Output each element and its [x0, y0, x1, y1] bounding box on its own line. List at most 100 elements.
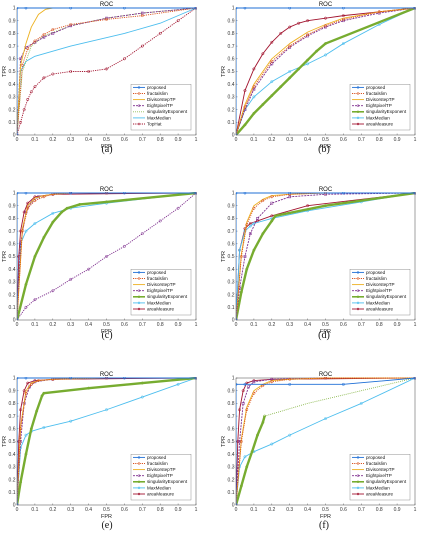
- data-point-singularityExponent: [239, 484, 243, 488]
- y-tick-label: 1: [232, 191, 235, 197]
- roc-panel-c: 0 0.1 0.2 0.3 0.4 0.5 0.6 0.7 0.8 0.9 1 0 0.1 0.2 0.3 0…: [2, 187, 198, 341]
- x-axis-label: FPR: [320, 329, 331, 335]
- x-tick-label: 1: [195, 507, 198, 513]
- y-tick-label: 1: [13, 6, 16, 12]
- data-point-proposed: [24, 377, 28, 380]
- data-point-MaxMedian: [288, 70, 292, 73]
- data-point-MaxMedian: [270, 80, 274, 84]
- chart-title: ROC: [100, 2, 114, 8]
- data-point-proposed: [69, 192, 73, 195]
- data-point-singularityExponent: [105, 200, 108, 204]
- legend-marker-EightpixelTP: [137, 474, 141, 477]
- panel-caption: (d): [318, 330, 330, 341]
- data-point-fractalslim: [20, 63, 24, 67]
- data-point-areaMeasure: [22, 210, 26, 214]
- data-point-TopHat: [105, 67, 108, 71]
- y-tick-label: 0.2: [9, 292, 16, 298]
- data-point-areaMeasure: [324, 16, 327, 20]
- x-tick-label: 0.6: [121, 137, 128, 143]
- data-point-proposed: [236, 318, 238, 320]
- data-point-MaxMedian: [288, 433, 292, 437]
- legend-marker-areaMeasure: [356, 122, 360, 126]
- legend-entry: fractalslim: [147, 276, 168, 281]
- data-point-fractalslim: [69, 23, 73, 26]
- data-point-singularityExponent: [60, 210, 64, 214]
- data-point-EightpixelTP: [248, 232, 252, 235]
- data-point-proposed: [122, 377, 126, 380]
- legend-entry: singularityExponent: [366, 109, 407, 114]
- series-group: [17, 192, 197, 320]
- x-tick-label: 0.1: [250, 322, 257, 328]
- data-point-extra: [105, 255, 108, 258]
- y-tick-label: 0.8: [9, 216, 16, 222]
- data-point-fractalslim: [306, 33, 310, 37]
- data-point-singularityExponent: [288, 76, 292, 80]
- legend-entry: fractalslim: [147, 91, 168, 96]
- data-point-singularityExponent: [239, 290, 243, 294]
- legend-marker-proposed: [137, 86, 141, 89]
- legend-marker-proposed: [356, 86, 360, 89]
- legend-entry: fractalslim: [147, 461, 168, 466]
- legend-box: [130, 454, 192, 501]
- x-tick-label: 0.8: [376, 322, 383, 328]
- panel-caption: (e): [101, 520, 112, 531]
- series-line-singularityExponent: [17, 192, 197, 320]
- x-tick-label: 0.8: [376, 137, 383, 143]
- x-tick-label: 0.5: [103, 507, 110, 513]
- series-line-singularityExponent: [236, 192, 416, 320]
- data-point-TopHat: [22, 108, 26, 112]
- legend-entry: singularityExponent: [147, 294, 188, 299]
- data-point-areaMeasure: [19, 408, 23, 412]
- y-tick-label: 0.9: [228, 203, 235, 209]
- legend-marker-areaMeasure: [356, 492, 360, 496]
- chart-title: ROC: [100, 372, 114, 378]
- legend-entry: fractalslim: [366, 461, 387, 466]
- data-point-MaxMedian: [42, 426, 46, 429]
- legend-entry: singularityExponent: [147, 479, 188, 484]
- y-tick-label: 0.5: [228, 439, 235, 445]
- legend-entry: DivisorstepTP: [366, 282, 395, 287]
- data-point-proposed: [236, 133, 238, 135]
- legend-marker-MaxMedian: [356, 301, 360, 305]
- x-tick-label: 0.1: [31, 137, 38, 143]
- legend-entry: EightpixelTP: [147, 288, 173, 293]
- y-tick-label: 0.1: [9, 120, 16, 126]
- data-point-singularityExponent: [140, 381, 144, 385]
- y-tick-label: 0.3: [228, 465, 235, 471]
- x-tick-label: 0.9: [175, 322, 182, 328]
- y-tick-label: 0.1: [228, 305, 235, 311]
- data-point-areaMeasure: [261, 52, 265, 56]
- data-point-proposed: [17, 7, 19, 10]
- y-tick-label: 0.8: [9, 31, 16, 37]
- y-tick-label: 0.5: [228, 69, 235, 75]
- y-tick-label: 0.8: [228, 31, 235, 37]
- x-tick-label: 1: [414, 137, 417, 143]
- y-tick-label: 0.6: [228, 57, 235, 63]
- data-point-proposed: [194, 7, 197, 10]
- data-point-EightpixelTP: [270, 201, 274, 205]
- y-tick-label: 0.7: [228, 414, 235, 420]
- x-tick-label: 0.6: [121, 322, 128, 328]
- x-tick-label: 0: [235, 322, 238, 328]
- legend-marker-fractalslim: [137, 462, 141, 465]
- legend-marker-singularityExponent: [356, 110, 360, 114]
- data-point-TopHat: [33, 85, 37, 89]
- series-line-extra: [264, 377, 416, 417]
- data-point-singularityExponent: [270, 94, 274, 98]
- data-point-MaxMedian: [105, 408, 108, 412]
- x-tick-label: 0.7: [139, 322, 146, 328]
- data-point-MaxMedian: [69, 419, 73, 423]
- data-point-singularityExponent: [306, 58, 310, 62]
- legend-entry: MaxMedian: [147, 300, 171, 305]
- legend-marker-EightpixelTP: [137, 289, 141, 292]
- y-axis-label: TPR: [221, 251, 227, 262]
- series-line-proposed: [236, 7, 415, 135]
- data-point-singularityExponent: [263, 414, 267, 418]
- x-tick-label: 0.4: [85, 507, 92, 513]
- data-point-fractalslim: [51, 28, 55, 32]
- y-tick-label: 0.1: [9, 305, 16, 311]
- y-tick-label: 0.9: [9, 18, 16, 24]
- legend-marker-proposed: [356, 456, 360, 459]
- legend-entry: areaMeasure: [147, 491, 175, 496]
- data-point-singularityExponent: [51, 220, 55, 224]
